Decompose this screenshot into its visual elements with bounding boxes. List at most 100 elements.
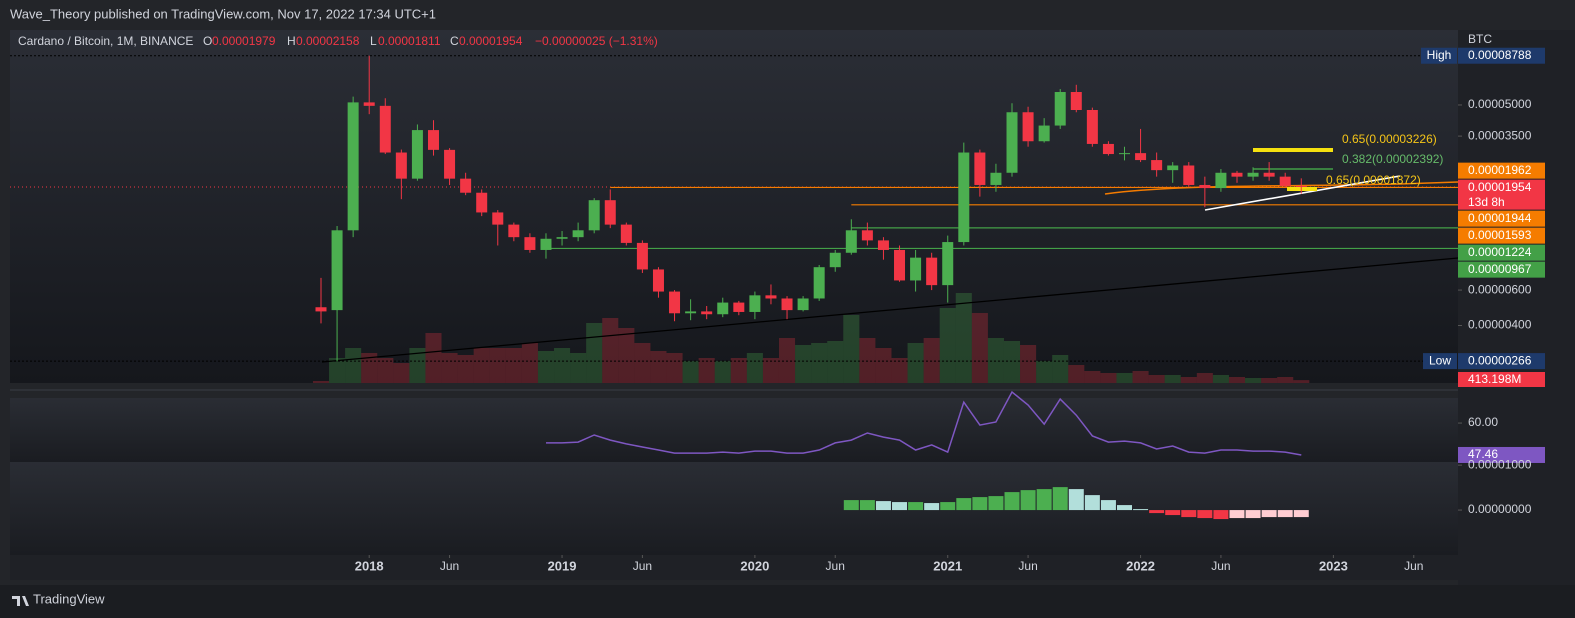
x-tick-label: Jun: [440, 559, 459, 573]
candle-body: [781, 298, 793, 311]
volume-bar: [795, 345, 812, 383]
macd-bar: [843, 500, 859, 511]
candle-body: [652, 269, 664, 292]
candle-body: [861, 230, 873, 241]
macd-bar: [875, 501, 891, 511]
trend-line: [321, 257, 1459, 363]
low-tag: Low: [1429, 353, 1451, 367]
candle-body: [620, 224, 632, 243]
candle-body: [958, 152, 970, 243]
macd-tick-label: 0.00000000: [1468, 502, 1532, 516]
volume-bar: [554, 348, 571, 383]
x-tick-label: 2019: [548, 558, 577, 573]
volume-bar: [345, 348, 362, 383]
candle-body: [540, 238, 552, 250]
x-tick-label: Jun: [1211, 559, 1230, 573]
macd-bar: [1004, 492, 1020, 511]
macd-bar: [892, 502, 908, 511]
candle-body: [363, 102, 375, 106]
macd-bar: [1117, 505, 1132, 511]
volume-bar: [1293, 380, 1310, 383]
footer-bar: [0, 585, 1575, 618]
candle-body: [1054, 92, 1066, 126]
price-axis: [1458, 30, 1575, 585]
price-badge: 0.00001962: [1468, 163, 1532, 177]
rsi-badge: 47.46: [1468, 447, 1498, 461]
volume-badge-bg: [1458, 372, 1545, 387]
ohlc-letter: H: [287, 34, 296, 48]
macd-tick-label: 0.00001000: [1468, 457, 1532, 471]
volume-bar: [1003, 341, 1021, 383]
time-axis: [10, 555, 1458, 580]
volume-bar: [1132, 371, 1149, 383]
macd-bar: [1149, 510, 1165, 514]
macd-bar: [1277, 510, 1293, 518]
volume-bar: [1196, 373, 1213, 383]
volume-bar: [955, 293, 972, 383]
volume-bar: [377, 358, 394, 383]
volume-bar: [618, 328, 635, 383]
symbol-title: Cardano / Bitcoin, 1M, BINANCE: [18, 34, 193, 48]
x-tick-label: Jun: [1404, 559, 1423, 573]
y-tick-label: 0.00000600: [1468, 282, 1532, 296]
volume-bar: [971, 313, 988, 383]
ohlc-value: 0.00001811: [378, 34, 441, 48]
macd-bar: [1133, 509, 1149, 511]
trend-line-white: [1204, 175, 1401, 211]
volume-bar: [586, 323, 603, 383]
volume-bar: [409, 348, 426, 383]
volume-bar: [1036, 361, 1053, 383]
macd-bar: [1068, 489, 1084, 511]
candle-body: [1102, 143, 1114, 155]
candle-body: [749, 295, 761, 312]
low-value: 0.00000266: [1468, 353, 1532, 367]
volume-bar: [473, 348, 490, 383]
volume-badge: 413.198M: [1468, 372, 1521, 386]
candle-body: [1215, 172, 1227, 189]
volume-bar: [714, 361, 731, 383]
candle-body: [1199, 184, 1211, 189]
x-tick-label: Jun: [633, 559, 652, 573]
candle-body: [685, 311, 697, 314]
candle-body: [460, 178, 472, 193]
low-tag-bg: [1423, 353, 1457, 370]
volume-bar: [1212, 375, 1229, 383]
candle-body: [1183, 165, 1195, 185]
volume-bar: [457, 355, 474, 383]
price-badge-bg: [1458, 162, 1545, 179]
candle-body: [1022, 112, 1034, 142]
candle-body: [829, 252, 841, 268]
candle-body: [1006, 112, 1018, 173]
candle-body: [845, 230, 857, 253]
volume-bar: [762, 358, 779, 383]
volume-bar: [843, 315, 860, 383]
x-tick-label: 2022: [1126, 558, 1155, 573]
candle-body: [974, 152, 986, 185]
candle-body: [1086, 109, 1098, 144]
price-badge: 0.00001944: [1468, 211, 1532, 225]
high-tag: High: [1427, 48, 1452, 62]
candle-body: [588, 200, 600, 231]
candle-body: [1279, 176, 1291, 186]
macd-bar: [1020, 490, 1036, 511]
candle-body: [926, 257, 938, 286]
volume-layer: [312, 293, 1310, 383]
candle-body: [942, 242, 954, 286]
volume-bar: [987, 338, 1004, 383]
rsi-badge-bg: [1458, 446, 1545, 463]
candle-body: [427, 130, 439, 150]
candle-body: [733, 302, 745, 312]
candle-body: [1151, 160, 1163, 171]
moving-average: [1104, 181, 1459, 195]
ohlc-letter: C: [450, 34, 459, 48]
y-tick-label: 0.00000400: [1468, 318, 1532, 332]
volume-bar: [778, 338, 796, 383]
candle-body: [877, 240, 889, 250]
candle-body: [1070, 92, 1082, 110]
fib-label: 0.382(0.00002392): [1342, 152, 1443, 166]
macd-bar: [1052, 487, 1068, 511]
candle-body: [636, 242, 648, 270]
macd-pane: [10, 462, 1458, 555]
volume-bar: [329, 358, 346, 383]
